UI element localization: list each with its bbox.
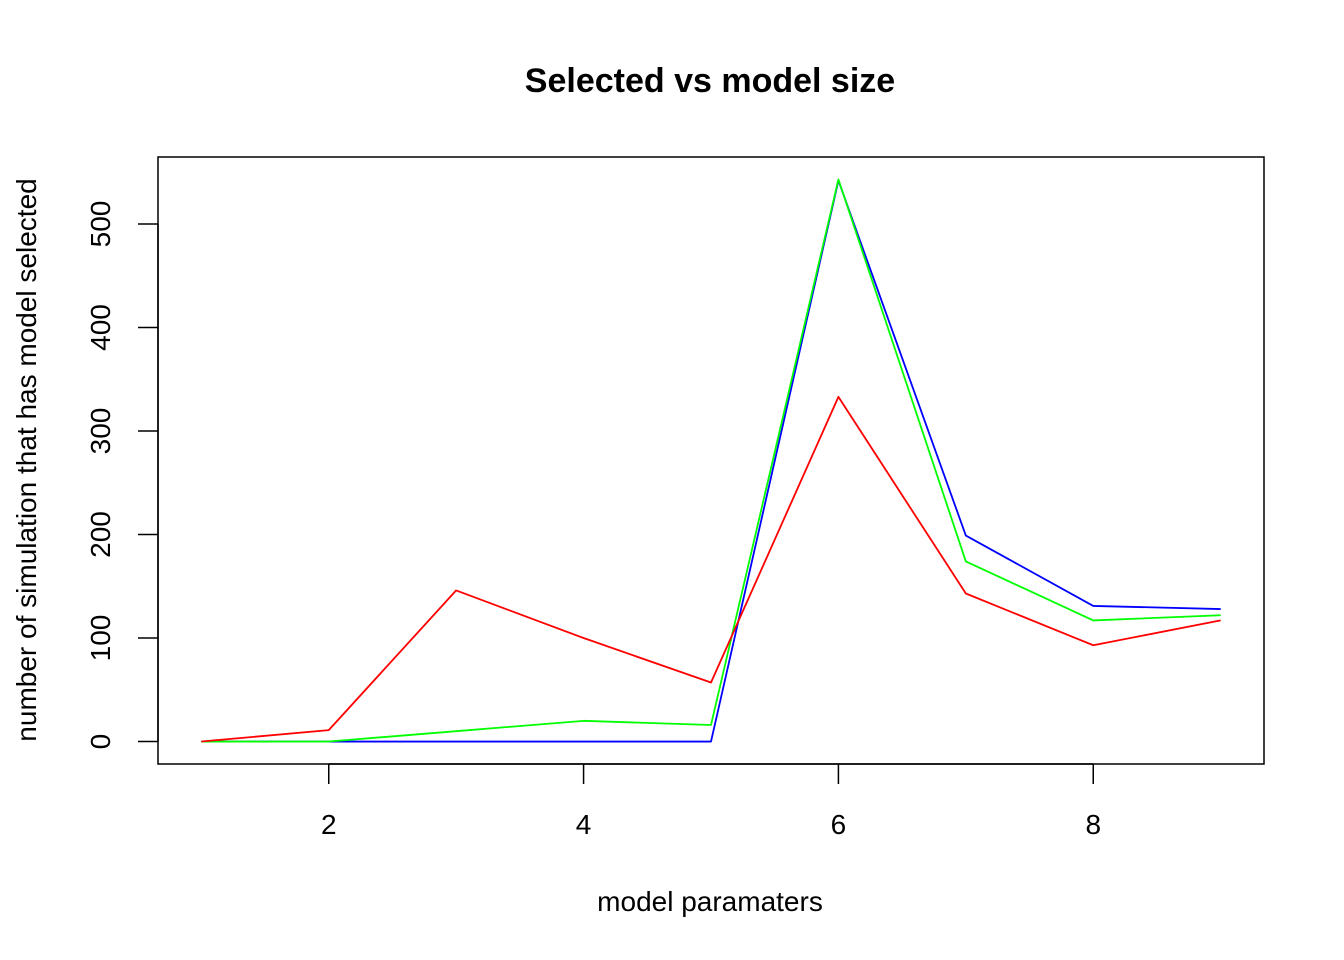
x-tick-label: 6 — [831, 809, 847, 840]
y-tick-label: 0 — [85, 734, 116, 750]
x-axis: 2 4 6 8 — [321, 763, 1101, 840]
series-line-2 — [201, 395, 1221, 743]
x-tick-label: 2 — [321, 809, 337, 840]
series-layer — [201, 178, 1221, 743]
plot-area-frame — [157, 156, 1265, 765]
y-tick-label: 100 — [85, 615, 116, 662]
y-tick-label: 400 — [85, 304, 116, 351]
y-tick-label: 300 — [85, 408, 116, 455]
series-line-1 — [201, 178, 1221, 743]
x-tick-label: 4 — [576, 809, 592, 840]
series-line-0 — [201, 179, 1221, 743]
y-tick-label: 500 — [85, 201, 116, 248]
x-tick-label: 8 — [1085, 809, 1101, 840]
y-tick-label: 200 — [85, 511, 116, 558]
y-axis-label: number of simulation that has model sele… — [11, 178, 42, 741]
x-axis-label: model paramaters — [597, 886, 823, 917]
chart-title: Selected vs model size — [525, 62, 895, 100]
y-axis: 0 100 200 300 400 500 — [85, 201, 159, 750]
